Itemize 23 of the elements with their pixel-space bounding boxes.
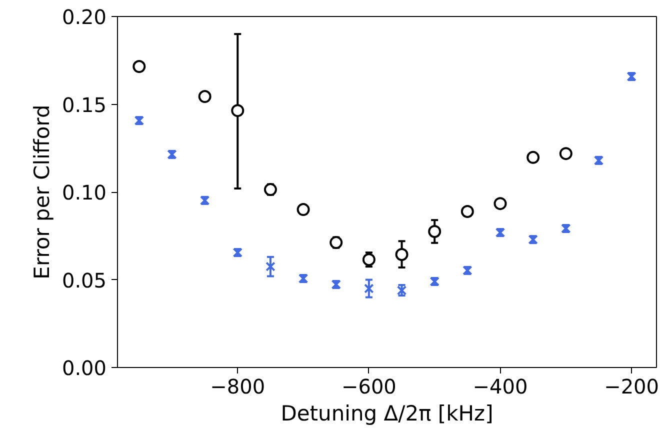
y-tick-label: 0.15 <box>62 92 106 117</box>
point <box>132 60 146 74</box>
point <box>460 204 474 218</box>
y-tick-label: 0.10 <box>62 180 106 204</box>
x-tick-label: −600 <box>341 374 396 398</box>
y-tick-label: 0.05 <box>62 268 106 292</box>
x-axis-title: Detuning Δ/2π [kHz] <box>280 402 494 426</box>
x-tick-label: −400 <box>472 374 528 398</box>
x-tick-label: −200 <box>604 374 660 398</box>
point <box>494 197 507 210</box>
point <box>266 262 276 272</box>
x-tick-label: −800 <box>210 374 266 398</box>
point <box>428 225 442 238</box>
point <box>395 248 408 261</box>
point <box>364 284 374 294</box>
point <box>526 150 540 164</box>
y-tick-label: 0.00 <box>62 356 106 380</box>
point <box>198 90 212 104</box>
point <box>559 147 572 160</box>
y-axis-title: Error per Clifford <box>30 104 54 280</box>
point <box>231 104 244 118</box>
y-tick-label: 0.20 <box>62 5 106 29</box>
point <box>296 203 310 216</box>
